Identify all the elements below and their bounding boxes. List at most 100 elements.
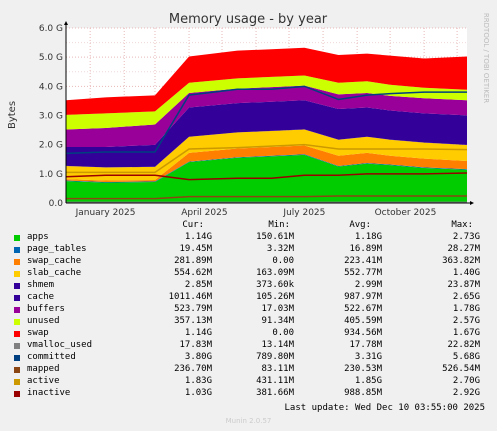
legend-swatch (14, 319, 20, 325)
legend-max: 2.73G (452, 232, 480, 242)
legend-name: unused (27, 316, 60, 326)
series-lines (65, 85, 468, 204)
legend-name: vmalloc_used (27, 340, 93, 350)
legend-cur: 1.14G (184, 232, 212, 242)
x-tick-label: October 2025 (375, 208, 437, 218)
x-axis-arrow (470, 201, 474, 205)
legend-max: 2.70G (452, 376, 480, 386)
legend-avg: 987.97M (344, 292, 382, 302)
legend-max: 22.82M (447, 340, 480, 350)
legend-max: 1.67G (452, 328, 480, 338)
area-swap (66, 47, 467, 115)
legend-min: 431.11M (256, 376, 294, 386)
legend-min: 105.26M (256, 292, 294, 302)
legend-name: inactive (27, 388, 71, 398)
rrdtool-credit: RRDTOOL / TOBI OETIKER (482, 13, 490, 103)
legend-name: shmem (27, 280, 55, 290)
last-update: Last update: Wed Dec 10 03:55:00 2025 (284, 403, 485, 413)
y-tick-label: 2.0 G (39, 141, 63, 151)
legend-max: 5.68G (452, 352, 480, 362)
legend-min: 381.66M (256, 388, 294, 398)
x-tick-label: April 2025 (181, 208, 227, 218)
legend-cur: 1.83G (184, 376, 212, 386)
col-header-avg: Avg: (349, 220, 371, 230)
legend-cur: 236.70M (174, 364, 212, 374)
area-buffers (66, 85, 467, 147)
legend-min: 3.32M (266, 244, 294, 254)
legend-cur: 1.03G (184, 388, 212, 398)
legend-cur: 1.14G (184, 328, 212, 338)
col-header-cur: Cur: (182, 220, 204, 230)
legend-min: 17.03M (261, 304, 294, 314)
y-tick-labels: 0.0 1.0 G 2.0 G 3.0 G 4.0 G 5.0 G 6.0 G (39, 24, 63, 209)
legend-name: swap (27, 328, 49, 338)
legend-row-active: active 1.83G 431.11M 1.85G 2.70G (12, 376, 492, 388)
legend-row-unused: unused 357.13M 91.34M 405.59M 2.57G (12, 316, 492, 328)
area-unused (66, 75, 467, 130)
legend-name: buffers (27, 304, 65, 314)
legend-avg: 230.53M (344, 364, 382, 374)
legend-row-inactive: inactive 1.03G 381.66M 988.85M 2.92G (12, 388, 492, 400)
area-slab-cache (66, 129, 467, 181)
legend-cur: 2.85M (184, 280, 212, 290)
legend-avg: 223.41M (344, 256, 382, 266)
legend-name: committed (27, 352, 76, 362)
legend-avg: 16.89M (349, 244, 382, 254)
legend-row-mapped: mapped 236.70M 83.11M 230.53M 526.54M (12, 364, 492, 376)
legend-min: 83.11M (261, 364, 294, 374)
legend-avg: 552.77M (344, 268, 382, 278)
series-areas (66, 47, 467, 203)
legend-swatch (14, 307, 20, 313)
legend-name: mapped (27, 364, 60, 374)
legend-swatch (14, 367, 20, 373)
legend-swatch (14, 379, 20, 385)
area-swap-cache (66, 145, 467, 182)
legend-cur: 19.45M (179, 244, 212, 254)
legend-cur: 3.80G (184, 352, 212, 362)
legend-row-committed: committed 3.80G 789.80M 3.31G 5.68G (12, 352, 492, 364)
legend-name: cache (27, 292, 55, 302)
legend-min: 373.60k (256, 280, 294, 290)
legend-avg: 522.67M (344, 304, 382, 314)
y-axis-arrow (64, 21, 68, 25)
legend-max: 2.92G (452, 388, 480, 398)
legend-row-swap: swap 1.14G 0.00 934.56M 1.67G (12, 328, 492, 340)
legend-row-vmalloc-used: vmalloc_used 17.83M 13.14M 17.78M 22.82M (12, 340, 492, 352)
legend-swatch (14, 331, 20, 337)
y-tick-label: 3.0 G (39, 112, 63, 122)
x-tick-labels: January 2025 April 2025 July 2025 October 2… (75, 208, 437, 218)
legend-max: 2.65G (452, 292, 480, 302)
legend-max: 1.40G (452, 268, 480, 278)
legend-row-apps: apps 1.14G 150.61M 1.18G 2.73G (12, 232, 492, 244)
legend-name: active (27, 376, 60, 386)
legend-max: 1.78G (452, 304, 480, 314)
legend-max: 526.54M (442, 364, 480, 374)
legend-min: 91.34M (261, 316, 294, 326)
legend-row-buffers: buffers 523.79M 17.03M 522.67M 1.78G (12, 304, 492, 316)
line-active (66, 143, 468, 174)
legend-row-page-tables: page_tables 19.45M 3.32M 16.89M 28.27M (12, 244, 492, 256)
legend-max: 2.57G (452, 316, 480, 326)
legend-cur: 523.79M (174, 304, 212, 314)
legend-avg: 17.78M (349, 340, 382, 350)
legend-avg: 2.99M (354, 280, 382, 290)
chart-title: Memory usage - by year (169, 12, 328, 27)
legend-avg: 405.59M (344, 316, 382, 326)
legend-row-swap-cache: swap_cache 281.89M 0.00 223.41M 363.82M (12, 256, 492, 268)
legend-cur: 554.62M (174, 268, 212, 278)
memory-chart: Memory usage - by year Bytes RRDTOOL / T… (7, 12, 490, 218)
axes (64, 21, 474, 205)
legend-swatch (14, 343, 20, 349)
y-tick-label: 1.0 G (39, 170, 63, 180)
legend-name: slab_cache (27, 268, 82, 278)
line-committed (65, 85, 467, 155)
legend-row-shmem: shmem 2.85M 373.60k 2.99M 23.87M (12, 280, 492, 292)
legend-swatch (14, 355, 20, 361)
legend-swatch (14, 259, 20, 265)
legend-swatch (14, 283, 20, 289)
legend-max: 28.27M (447, 244, 480, 254)
legend-min: 163.09M (256, 268, 294, 278)
munin-version: Munin 2.0.57 (225, 417, 272, 425)
legend-cur: 17.83M (179, 340, 212, 350)
legend-min: 0.00 (272, 256, 294, 266)
